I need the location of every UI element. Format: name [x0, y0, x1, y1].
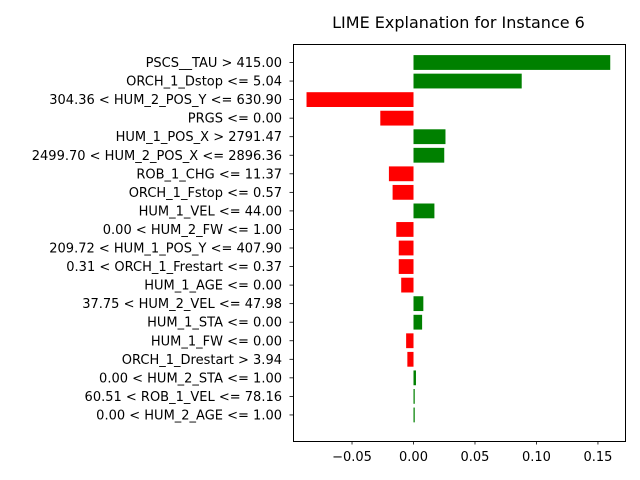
x-tick-label: 0.10: [522, 450, 551, 465]
bar-15: [413, 314, 423, 330]
x-tick-label: 0.15: [583, 450, 612, 465]
bar-20: [413, 407, 415, 423]
bar-10: [396, 222, 414, 237]
bar-14: [413, 296, 424, 312]
bar-18: [413, 370, 416, 386]
y-tick-label: 0.00 < HUM_2_AGE <= 1.00: [96, 408, 282, 423]
y-tick-label: HUM_1_POS_X > 2791.47: [116, 130, 282, 145]
bar-5: [413, 129, 446, 145]
bar-19: [413, 389, 415, 404]
x-tick-label: 0.05: [461, 450, 490, 465]
y-tick-label: HUM_1_FW <= 0.00: [151, 334, 282, 349]
bar-12: [398, 259, 414, 274]
bar-4: [380, 110, 414, 126]
y-tick-label: 0.00 < HUM_2_FW <= 1.00: [103, 223, 282, 238]
y-tick-label: 37.75 < HUM_2_VEL <= 47.98: [82, 297, 282, 312]
bar-7: [388, 166, 414, 182]
chart-title: LIME Explanation for Instance 6: [332, 13, 585, 32]
bar-2: [413, 73, 522, 89]
y-tick-label: 2499.70 < HUM_2_POS_X <= 2896.36: [32, 149, 282, 164]
bar-13: [401, 277, 414, 293]
y-tick-label: HUM_1_AGE <= 0.00: [144, 279, 282, 294]
plot-frame: [293, 44, 626, 442]
y-tick-label: ROB_1_CHG <= 11.37: [136, 167, 282, 182]
bar-6: [413, 147, 445, 163]
y-tick-label: 0.31 < ORCH_1_Frestart <= 0.37: [66, 260, 282, 275]
x-tick-label: 0.00: [399, 450, 428, 465]
bar-16: [406, 333, 414, 349]
bar-3: [306, 92, 414, 107]
x-axis: −0.05 0.00 0.05 0.10 0.15: [332, 441, 612, 465]
bar-17: [407, 351, 414, 367]
x-tick-label: −0.05: [332, 450, 372, 465]
y-tick-label: 0.00 < HUM_2_STA <= 1.00: [99, 371, 282, 386]
bar-8: [392, 184, 414, 200]
y-tick-label: HUM_1_STA <= 0.00: [147, 316, 282, 331]
y-tick-label: PSCS__TAU > 415.00: [146, 56, 282, 71]
bar-11: [398, 240, 414, 256]
y-tick-label: ORCH_1_Fstop <= 0.57: [129, 186, 282, 201]
y-tick-label: 304.36 < HUM_2_POS_Y <= 630.90: [49, 93, 282, 108]
y-tick-label: HUM_1_VEL <= 44.00: [139, 204, 282, 219]
bar-9: [413, 203, 435, 219]
y-axis: PSCS__TAU > 415.00 ORCH_1_Dstop <= 5.04 30…: [32, 56, 293, 423]
y-tick-label: PRGS <= 0.00: [188, 112, 282, 127]
y-tick-label: ORCH_1_Dstop <= 5.04: [126, 75, 282, 90]
bar-1: [413, 55, 611, 70]
y-tick-label: ORCH_1_Drestart > 3.94: [122, 353, 282, 368]
bars-layer: [306, 55, 611, 423]
y-tick-label: 60.51 < ROB_1_VEL <= 78.16: [85, 390, 282, 405]
y-tick-label: 209.72 < HUM_1_POS_Y <= 407.90: [49, 242, 282, 257]
